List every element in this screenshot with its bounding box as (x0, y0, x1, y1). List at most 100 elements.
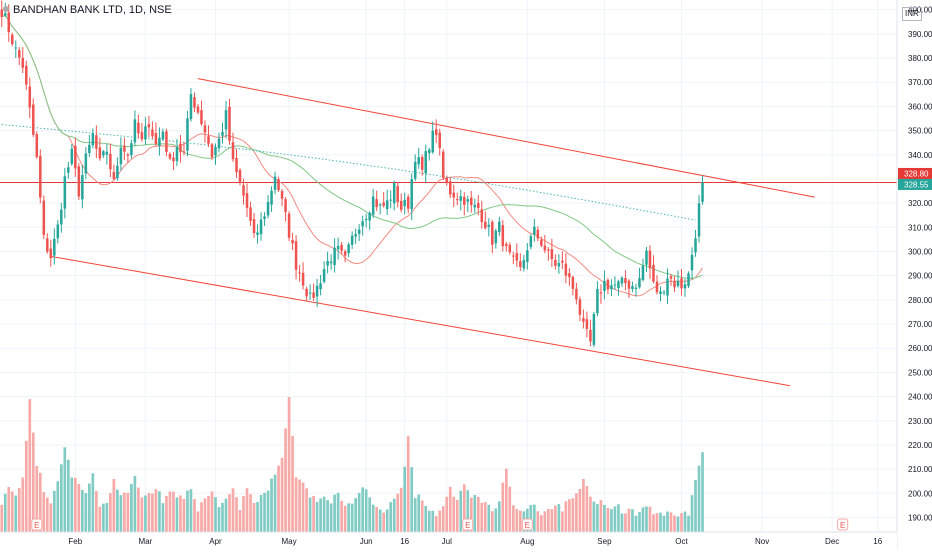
candle[interactable] (498, 216, 501, 237)
candle[interactable] (277, 176, 280, 192)
earnings-marker[interactable]: E (521, 518, 533, 531)
candle[interactable] (438, 128, 442, 156)
candle[interactable] (459, 189, 463, 211)
candle[interactable] (193, 92, 196, 113)
candle[interactable] (49, 239, 53, 267)
candle[interactable] (434, 119, 438, 143)
candle[interactable] (431, 121, 434, 154)
candle[interactable] (354, 228, 357, 244)
candle[interactable] (617, 279, 620, 296)
candle[interactable] (347, 242, 350, 258)
candle[interactable] (441, 149, 445, 181)
candle[interactable] (46, 233, 49, 254)
candle[interactable] (228, 98, 231, 145)
candle[interactable] (445, 175, 449, 186)
candle[interactable] (452, 184, 456, 208)
candle[interactable] (487, 218, 491, 237)
candle[interactable] (589, 319, 592, 347)
candle[interactable] (315, 279, 319, 307)
candle[interactable] (638, 267, 641, 289)
candle[interactable] (74, 137, 77, 177)
candle[interactable] (624, 270, 627, 291)
candle[interactable] (554, 254, 557, 270)
candle[interactable] (357, 224, 361, 242)
candle[interactable] (172, 151, 175, 171)
candle[interactable] (455, 192, 459, 206)
candle[interactable] (536, 226, 540, 242)
candle[interactable] (662, 289, 666, 296)
candle[interactable] (508, 242, 512, 255)
candle[interactable] (368, 211, 371, 230)
candle[interactable] (305, 286, 308, 301)
candle[interactable] (399, 193, 403, 213)
earnings-marker[interactable]: E (462, 518, 474, 531)
candle[interactable] (238, 168, 242, 186)
candle[interactable] (35, 131, 39, 159)
candle[interactable] (582, 309, 585, 329)
candle[interactable] (610, 279, 613, 297)
candle[interactable] (364, 213, 368, 228)
candle[interactable] (130, 139, 133, 159)
candle[interactable] (200, 100, 203, 126)
candle[interactable] (427, 147, 431, 161)
candle[interactable] (652, 255, 655, 284)
candle[interactable] (350, 231, 354, 249)
price-axis[interactable]: 400.00 390.00 380.00 370.00 360.00 350.00 340.… (896, 0, 932, 550)
candle[interactable] (98, 137, 102, 161)
candle[interactable] (340, 241, 343, 255)
candle[interactable] (14, 40, 18, 59)
candle[interactable] (634, 283, 638, 297)
candle[interactable] (133, 110, 137, 146)
candle[interactable] (526, 243, 529, 270)
candle[interactable] (147, 115, 151, 138)
trendline[interactable] (197, 78, 815, 198)
candle[interactable] (0, 0, 4, 27)
candle[interactable] (42, 195, 46, 240)
candle[interactable] (56, 219, 60, 244)
candle[interactable] (343, 249, 347, 263)
candle[interactable] (210, 142, 214, 161)
candle[interactable] (512, 251, 515, 265)
candle[interactable] (161, 128, 165, 141)
candle[interactable] (694, 229, 697, 257)
candle[interactable] (245, 183, 249, 217)
candle[interactable] (294, 235, 298, 280)
candle[interactable] (417, 147, 420, 169)
candle[interactable] (175, 139, 179, 167)
candle[interactable] (561, 251, 564, 270)
candle[interactable] (676, 270, 680, 288)
candle[interactable] (151, 121, 154, 139)
candle[interactable] (690, 247, 694, 280)
candle[interactable] (95, 125, 98, 158)
candle[interactable] (627, 279, 631, 298)
candle[interactable] (392, 180, 396, 211)
candle[interactable] (301, 262, 305, 290)
candle[interactable] (91, 128, 95, 149)
candle[interactable] (673, 275, 676, 292)
candle[interactable] (424, 144, 427, 183)
candle[interactable] (77, 163, 81, 201)
candle[interactable] (287, 211, 291, 241)
candle[interactable] (631, 281, 634, 293)
candle[interactable] (333, 238, 336, 273)
candle[interactable] (322, 261, 326, 284)
candle[interactable] (137, 114, 140, 139)
candle[interactable] (144, 117, 147, 145)
candle[interactable] (463, 192, 466, 216)
candle[interactable] (533, 218, 536, 242)
earnings-marker[interactable]: E (837, 518, 849, 531)
candle[interactable] (28, 77, 32, 119)
candle[interactable] (11, 32, 14, 47)
candle[interactable] (224, 101, 228, 139)
candle[interactable] (235, 148, 238, 178)
candle[interactable] (53, 228, 56, 265)
candle[interactable] (123, 137, 126, 160)
candle[interactable] (683, 278, 687, 297)
candle[interactable] (659, 286, 662, 302)
candle[interactable] (263, 212, 266, 226)
candle[interactable] (648, 245, 652, 279)
candle[interactable] (217, 132, 221, 153)
candle[interactable] (109, 143, 112, 178)
